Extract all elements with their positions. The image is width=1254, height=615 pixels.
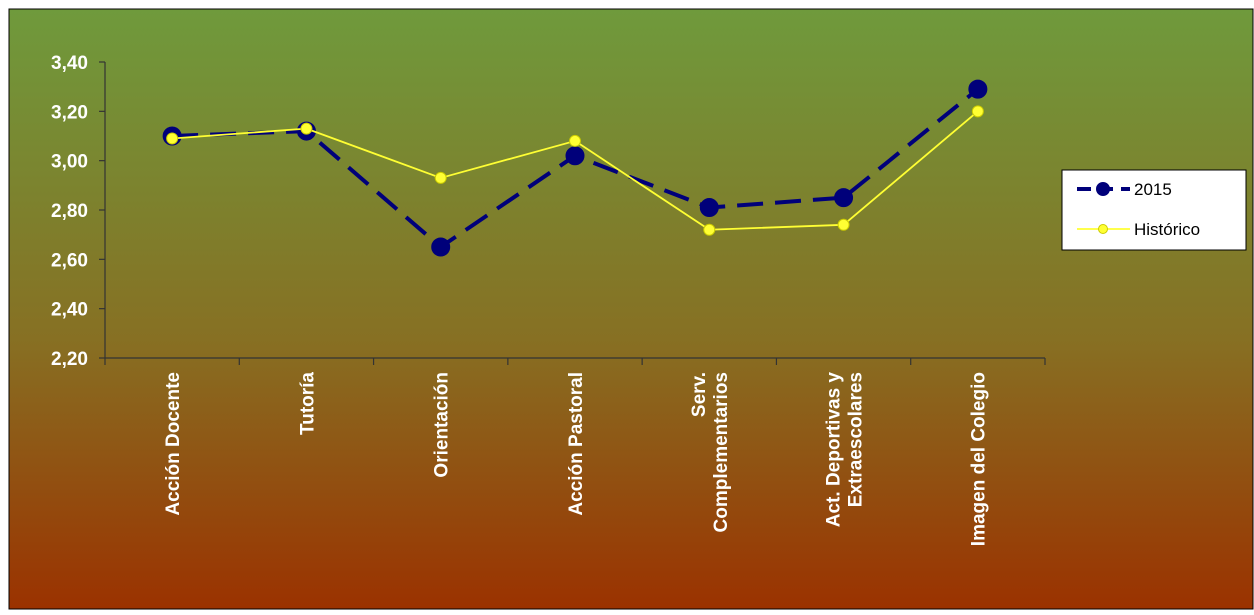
axes [99,61,1046,365]
y-tick-label: 2,60 [51,250,88,271]
series-secondary [166,105,984,236]
legend: 2015 Histórico [1061,169,1247,251]
x-tick-label-line: Extraescolares [845,372,866,507]
series-layer [162,79,988,257]
data-point [699,198,719,218]
x-tick-label-line: Complementarios [711,372,732,532]
legend-swatch-marker [1096,182,1110,196]
legend-items: 2015 Histórico [1077,180,1200,239]
x-tick-label-line: Act. Deportivas y [823,372,844,528]
data-point [837,218,850,231]
data-point [834,188,854,208]
x-tick-label-line: Acción Docente [163,372,184,516]
legend-label: Histórico [1134,220,1200,239]
data-point [300,122,313,135]
x-tick-label-line: Acción Pastoral [566,372,587,516]
x-tick-labels: Acción Docente Tutoría Orientación Acción P… [163,372,990,547]
x-tick-label: Tutoría [297,372,318,435]
y-tick-label: 3,20 [51,102,88,123]
x-tick-label-line: Serv. [689,372,710,417]
x-tick-label-line: Imagen del Colegio [969,372,990,546]
legend-box [1061,169,1247,251]
x-tick-label-line: Orientación [432,372,453,478]
data-point [166,132,179,145]
data-point [968,79,988,99]
y-tick-label: 2,80 [51,201,88,222]
data-point [434,171,447,184]
y-tick-label: 2,20 [51,349,88,370]
legend-swatch-marker [1098,224,1108,234]
x-tick-label: Acción Pastoral [566,372,587,516]
chart-background [8,8,1254,610]
y-tick-label: 3,00 [51,152,88,173]
legend-label: 2015 [1134,180,1172,199]
x-tick-label-line: Tutoría [297,372,318,435]
y-tick-label: 2,40 [51,300,88,321]
x-tick-label: Orientación [432,372,453,478]
data-point [431,237,451,257]
legend-item: 2015 [1077,180,1172,199]
y-tick-label: 3,40 [51,53,88,74]
data-point [565,146,585,166]
x-tick-label: Imagen del Colegio [969,372,990,546]
x-tick-label: Serv. Complementarios [689,372,732,532]
data-point [569,134,581,147]
data-point [703,223,716,236]
legend-item: Histórico [1077,220,1200,239]
x-tick-label: Act. Deportivas y Extraescolares [823,372,866,528]
x-tick-label: Acción Docente [163,372,184,516]
y-tick-labels: 2,20 2,40 2,60 2,80 3,00 3,20 3,40 [51,53,88,370]
data-point [971,105,984,118]
